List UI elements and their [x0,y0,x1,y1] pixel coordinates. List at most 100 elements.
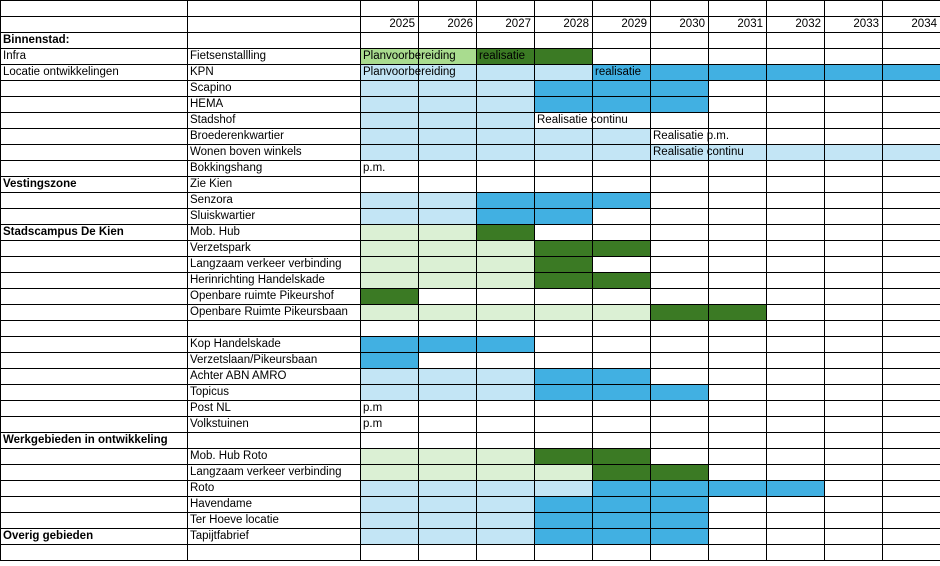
gantt-bar-cell[interactable] [476,112,535,129]
gantt-bar-cell[interactable] [534,512,593,529]
gantt-cell[interactable] [708,528,767,545]
area-cell[interactable] [0,192,188,209]
gantt-cell[interactable] [476,416,535,433]
gantt-bar-cell[interactable] [360,256,419,273]
gantt-cell[interactable] [824,304,883,321]
year-header[interactable]: 2026 [418,16,477,33]
gantt-cell[interactable] [766,160,825,177]
gantt-cell[interactable] [534,336,593,353]
area-cell[interactable] [0,112,188,129]
gantt-cell[interactable] [592,400,651,417]
gantt-cell[interactable] [708,160,767,177]
gantt-cell[interactable] [708,464,767,481]
gantt-cell[interactable] [882,48,940,65]
gantt-cell[interactable] [882,432,940,449]
area-cell[interactable] [0,400,188,417]
gantt-cell[interactable] [766,464,825,481]
gantt-cell[interactable] [418,432,477,449]
area-cell[interactable] [0,496,188,513]
gantt-bar-cell[interactable] [360,272,419,289]
gantt-cell[interactable] [592,48,651,65]
gantt-cell[interactable] [824,32,883,49]
gantt-cell[interactable] [708,448,767,465]
gantt-bar-cell[interactable] [534,192,593,209]
gantt-cell[interactable] [766,112,825,129]
project-cell[interactable]: Mob. Hub Roto [187,448,361,465]
gantt-cell[interactable] [824,480,883,497]
project-cell[interactable]: Verzetspark [187,240,361,257]
area-cell[interactable] [0,272,188,289]
gantt-bar-cell[interactable] [418,128,477,145]
project-cell[interactable]: Ter Hoeve locatie [187,512,361,529]
gantt-bar-cell[interactable] [476,96,535,113]
gantt-cell[interactable] [360,432,419,449]
project-cell[interactable] [187,320,361,337]
area-cell[interactable] [0,256,188,273]
gantt-cell[interactable] [476,352,535,369]
project-cell[interactable]: Zie Kien [187,176,361,193]
gantt-cell[interactable] [766,288,825,305]
project-cell[interactable]: Senzora [187,192,361,209]
gantt-bar-cell[interactable] [360,496,419,513]
gantt-cell[interactable] [882,112,940,129]
gantt-cell[interactable] [650,176,709,193]
gantt-cell[interactable] [882,352,940,369]
gantt-bar-cell[interactable] [592,192,651,209]
gantt-cell[interactable] [882,448,940,465]
gantt-bar-cell[interactable] [650,96,709,113]
gantt-cell[interactable] [650,288,709,305]
gantt-bar-cell[interactable] [824,144,883,161]
area-cell[interactable] [0,96,188,113]
project-cell[interactable]: Volkstuinen [187,416,361,433]
gantt-cell[interactable] [708,336,767,353]
gantt-cell[interactable] [882,176,940,193]
project-cell[interactable]: Wonen boven winkels [187,144,361,161]
gantt-cell[interactable] [882,544,940,561]
gantt-cell[interactable] [650,32,709,49]
project-cell[interactable]: KPN [187,64,361,81]
gantt-cell[interactable] [708,208,767,225]
gantt-bar-cell[interactable] [476,304,535,321]
gantt-cell[interactable] [882,464,940,481]
gantt-cell[interactable] [476,288,535,305]
gantt-cell[interactable] [476,432,535,449]
gantt-bar-cell[interactable] [418,480,477,497]
gantt-cell[interactable]: Realisatie continu [534,112,628,129]
gantt-cell[interactable] [824,384,883,401]
project-cell[interactable] [187,544,361,561]
gantt-bar-cell[interactable] [592,144,651,161]
gantt-bar-cell[interactable] [534,448,593,465]
gantt-bar-cell[interactable] [360,240,419,257]
area-cell[interactable] [0,464,188,481]
gantt-bar-cell[interactable] [534,528,593,545]
gantt-cell[interactable] [534,400,593,417]
gantt-bar-cell[interactable] [476,128,535,145]
gantt-bar-cell[interactable] [592,512,651,529]
gantt-cell[interactable] [592,352,651,369]
gantt-cell[interactable] [650,112,709,129]
gantt-cell[interactable] [766,96,825,113]
gantt-bar-cell[interactable]: Planvoorbereiding [360,48,456,65]
gantt-cell[interactable]: p.m [360,416,419,433]
gantt-bar-cell[interactable] [476,240,535,257]
gantt-bar-cell[interactable] [418,80,477,97]
gantt-bar-cell[interactable] [534,80,593,97]
area-cell[interactable]: Stadscampus De Kien [0,224,188,241]
gantt-cell[interactable] [708,0,767,17]
project-cell[interactable]: Openbare ruimte Pikeurshof [187,288,361,305]
gantt-cell[interactable] [476,0,535,17]
gantt-cell[interactable] [534,224,593,241]
gantt-bar-cell[interactable] [708,480,767,497]
gantt-cell[interactable] [824,400,883,417]
gantt-cell[interactable] [708,416,767,433]
gantt-cell[interactable] [882,224,940,241]
gantt-bar-cell[interactable] [360,96,419,113]
gantt-bar-cell[interactable] [766,64,825,81]
project-cell[interactable]: Langzaam verkeer verbinding [187,256,361,273]
gantt-cell[interactable] [708,320,767,337]
year-header[interactable]: 2030 [650,16,709,33]
area-cell[interactable] [0,384,188,401]
gantt-cell[interactable] [592,224,651,241]
gantt-cell[interactable] [650,224,709,241]
gantt-cell[interactable] [882,480,940,497]
